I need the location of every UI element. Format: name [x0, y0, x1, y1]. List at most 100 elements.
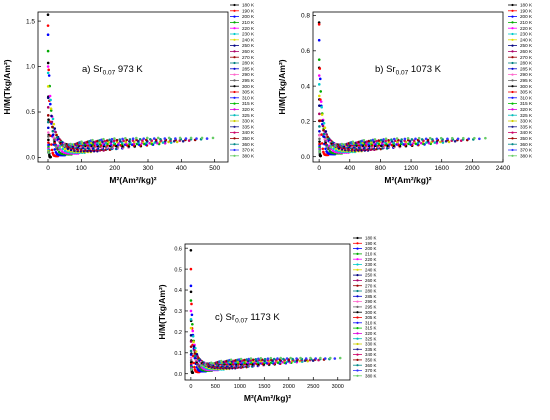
- data-point: [257, 357, 260, 361]
- legend-label: 360 K: [242, 142, 255, 147]
- data-point: [167, 140, 170, 144]
- data-point: [450, 136, 454, 140]
- data-point: [46, 114, 50, 117]
- data-point: [46, 24, 50, 27]
- legend-label: 300 K: [242, 84, 255, 89]
- data-point: [189, 356, 193, 359]
- data-point: [320, 113, 324, 116]
- data-point: [49, 155, 52, 159]
- data-point: [98, 139, 101, 142]
- y-tick-label: 1.5: [26, 18, 35, 25]
- data-point: [137, 139, 140, 143]
- data-point: [181, 139, 185, 143]
- data-point: [154, 138, 158, 142]
- legend-label: 230 K: [242, 32, 255, 37]
- data-point: [324, 147, 327, 151]
- data-point: [318, 150, 322, 154]
- legend-label: 270 K: [242, 55, 255, 60]
- legend-label: 380 K: [242, 153, 255, 158]
- data-point: [318, 129, 321, 133]
- data-point: [191, 322, 194, 326]
- data-point: [161, 141, 165, 144]
- legend-marker: [356, 247, 359, 250]
- legend-label: 190 K: [520, 8, 533, 13]
- data-point: [317, 83, 321, 86]
- data-point: [304, 357, 308, 360]
- data-point: [320, 142, 324, 145]
- data-point: [51, 125, 54, 129]
- plot-frame: [312, 11, 504, 163]
- data-point: [46, 13, 50, 17]
- data-point: [295, 357, 298, 360]
- legend-label: 290 K: [242, 72, 255, 77]
- data-point: [318, 140, 321, 143]
- legend-marker: [356, 374, 359, 377]
- legend-label: 360 K: [365, 363, 377, 368]
- data-point: [52, 136, 55, 139]
- x-axis-label: M²(Am²/kg)²: [244, 393, 291, 403]
- data-point: [446, 137, 449, 141]
- data-point: [321, 147, 325, 151]
- data-series-group: [46, 13, 215, 159]
- x-tick-label: 500: [209, 165, 220, 172]
- data-point: [69, 142, 72, 146]
- x-tick-label: 0: [317, 165, 321, 172]
- data-point: [50, 120, 54, 124]
- data-point: [189, 349, 193, 353]
- data-point: [51, 129, 55, 133]
- data-point: [254, 357, 258, 361]
- data-point: [189, 326, 193, 330]
- data-point: [421, 142, 425, 146]
- legend-marker: [233, 114, 236, 117]
- data-point: [63, 149, 67, 153]
- data-point: [406, 137, 410, 140]
- data-point: [46, 71, 50, 75]
- legend-label: 250 K: [365, 273, 377, 278]
- legend-marker: [356, 342, 359, 346]
- data-point: [414, 137, 417, 141]
- data-point: [143, 142, 146, 146]
- data-point: [118, 138, 122, 141]
- y-axis-label: H/M(Tkg/Am²): [157, 284, 167, 339]
- legend-label: 270 K: [365, 283, 377, 288]
- legend-label: 360 K: [520, 142, 533, 147]
- legend-marker: [356, 274, 359, 277]
- data-point: [365, 140, 369, 143]
- y-tick-label: 0.1: [174, 351, 182, 357]
- data-point: [259, 356, 263, 360]
- legend-marker: [233, 143, 236, 146]
- legend-marker: [233, 125, 236, 128]
- data-point: [309, 356, 312, 360]
- y-tick-label: 0.3: [174, 309, 182, 315]
- legend-label: 220 K: [520, 26, 533, 31]
- data-point: [189, 248, 193, 252]
- x-tick-label: 2000: [283, 384, 295, 390]
- data-series-group: [317, 21, 487, 158]
- x-tick-label: 500: [211, 384, 220, 390]
- data-point: [121, 137, 124, 141]
- legend-marker: [511, 27, 514, 30]
- data-point: [46, 85, 50, 88]
- data-point: [439, 136, 443, 140]
- data-point: [49, 102, 52, 106]
- legend-marker: [233, 137, 236, 140]
- legend-label: 180 K: [520, 3, 533, 8]
- data-point: [239, 357, 243, 361]
- data-point: [410, 138, 414, 141]
- legend-label: 330 K: [520, 119, 533, 124]
- legend-label: 320 K: [242, 107, 255, 112]
- data-point: [428, 136, 432, 140]
- series-180k: [317, 21, 322, 158]
- legend-label: 230 K: [365, 262, 377, 267]
- data-point: [447, 140, 451, 144]
- data-point: [319, 98, 322, 101]
- data-point: [417, 136, 421, 140]
- data-point: [159, 137, 162, 141]
- data-point: [318, 134, 321, 137]
- data-point: [384, 137, 388, 141]
- legend-marker: [511, 96, 514, 99]
- data-point: [322, 128, 325, 132]
- data-point: [46, 33, 50, 37]
- data-point: [322, 121, 326, 125]
- legend-marker: [233, 32, 236, 36]
